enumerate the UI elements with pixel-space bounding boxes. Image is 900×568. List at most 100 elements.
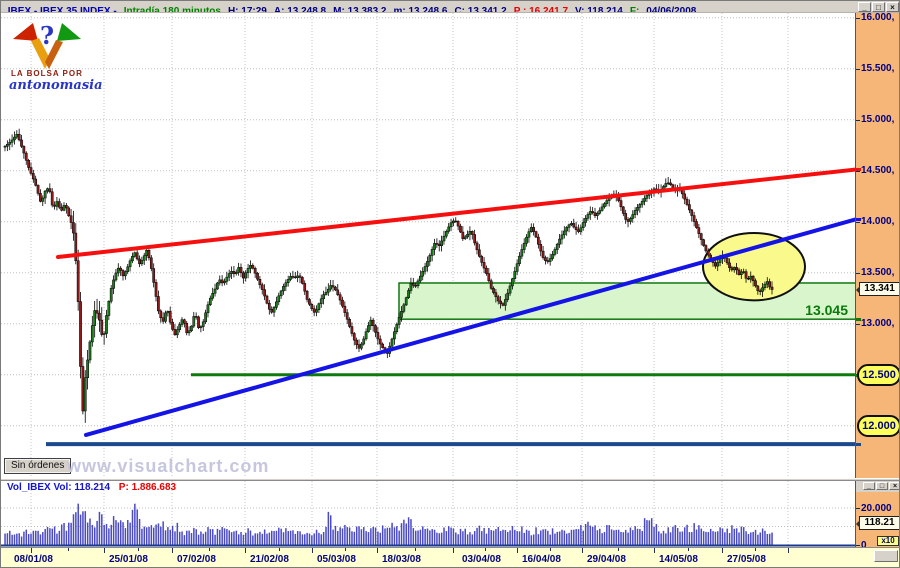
date-minor-tick (618, 548, 619, 551)
price-tick-label: 13.000, (861, 317, 895, 329)
date-tick-label: 18/03/08 (382, 554, 421, 565)
date-minor-tick (485, 548, 486, 551)
title-bar: .IBEX - IBEX 35 INDEX - Intradía 180 minu… (1, 1, 899, 13)
title-segment: 04/06/2008 (646, 6, 697, 13)
date-tick-label: 21/02/08 (250, 554, 289, 565)
date-tick-label: 03/04/08 (462, 554, 501, 565)
date-tick-label: 08/01/08 (14, 554, 53, 565)
volume-extra-label: P: 1.886.683 (118, 482, 177, 493)
date-tick-label: 25/01/08 (109, 554, 148, 565)
date-axis[interactable]: 08/01/08 25/01/08 07/02/08 21/02/08 05/03/08… (1, 547, 899, 567)
price-tick (856, 17, 860, 19)
date-minor-tick (344, 548, 346, 551)
title-segment: Intradía 180 minutos (123, 6, 221, 13)
date-tick (453, 548, 454, 553)
date-tick-label: 29/04/08 (587, 554, 626, 565)
volume-current-box: 118.21 (856, 516, 899, 531)
resistance-trendline (56, 167, 855, 259)
price-tick-label: 15.000, (861, 113, 895, 125)
price-badge: 12.500 (857, 363, 899, 386)
volume-label: Vol_IBEX Vol: 118.214 (7, 482, 111, 493)
volume-chart[interactable] (1, 481, 855, 547)
title-segment: V: 118.214 (575, 6, 623, 13)
date-tick (582, 548, 583, 553)
minimize-button[interactable]: _ (858, 2, 871, 12)
date-tick (312, 548, 313, 553)
volume-bars (4, 503, 773, 545)
volume-header: Vol_IBEX Vol: 118.214 P: 1.886.683 (7, 482, 176, 493)
date-minor-tick (755, 548, 756, 551)
axis-edge-marker (856, 168, 861, 172)
price-chart-pane[interactable]: 13.045 ? LA BOLSA POR antonomasia Sin ór… (1, 13, 855, 478)
date-tick-label: 16/04/08 (522, 554, 561, 565)
minimize-button[interactable]: _ (863, 482, 875, 490)
highlight-ellipse (702, 232, 806, 302)
date-minor-tick (688, 548, 689, 551)
date-tick (104, 548, 105, 553)
date-tick (31, 548, 32, 553)
date-minor-tick (138, 548, 139, 551)
date-tick (788, 548, 789, 553)
date-tick (245, 548, 246, 553)
volume-tick-label: 20.000 (861, 503, 892, 514)
maximize-button[interactable]: □ (876, 482, 888, 490)
scroll-corner-widget[interactable] (874, 550, 898, 562)
date-minor-tick (208, 548, 210, 551)
pane-splitter[interactable] (1, 478, 899, 481)
date-minor-tick (415, 548, 416, 551)
axis-edge-marker (856, 318, 861, 322)
title-segment: m: 13.248,6 (393, 6, 448, 13)
title-segment: H: 17:29 (227, 6, 267, 13)
volume-window-controls: _ □ × (856, 481, 899, 492)
price-tick-label: 14.500, (861, 164, 895, 176)
price-badge: 12.000 (857, 414, 899, 437)
price-axis[interactable]: 16.000, 15.500, 15.000, 14.500, 14.000, 13.50… (855, 13, 899, 478)
date-tick-label: 27/05/08 (727, 554, 766, 565)
price-tick-label: 16.000, (861, 13, 895, 23)
date-minor-tick (549, 548, 551, 551)
price-tick (856, 68, 860, 70)
date-tick-label: 05/03/08 (317, 554, 356, 565)
price-gridlines (1, 17, 855, 427)
price-tick (856, 272, 860, 274)
candlestick-chart[interactable]: 13.045 (1, 13, 855, 478)
price-tick (856, 119, 860, 121)
date-tick (722, 548, 723, 553)
price-tick (856, 170, 860, 172)
volume-tick (856, 545, 860, 546)
volume-tick-label: 0 (861, 540, 867, 547)
candles (3, 128, 774, 423)
axis-edge-marker (856, 217, 861, 221)
maximize-button[interactable]: □ (872, 2, 885, 12)
price-tick (856, 323, 860, 325)
volume-axis[interactable]: _ □ × x10 20.000 0 118.21 (855, 481, 899, 547)
date-tick (517, 548, 518, 553)
last-price-box: 13.341 (856, 282, 899, 296)
close-button[interactable]: × (886, 2, 899, 12)
volume-box-arrow-icon (856, 520, 860, 529)
title-segment: F: (629, 6, 640, 13)
window-controls: _ □ × (858, 2, 899, 12)
axis-edge-marker (856, 443, 861, 447)
title-segment: A: 13.248,8 (273, 6, 327, 13)
date-minor-tick (67, 548, 69, 551)
title-segment: C: 13.341,2 (454, 6, 507, 13)
chart-title: .IBEX - IBEX 35 INDEX - Intradía 180 minu… (5, 1, 703, 13)
volume-pane[interactable]: Vol_IBEX Vol: 118.214 P: 1.886.683 (1, 481, 855, 547)
sin-ordenes-button[interactable]: Sin órdenes (4, 458, 72, 474)
support-trendline (84, 217, 855, 437)
date-minor-tick (278, 548, 280, 551)
close-button[interactable]: × (889, 482, 899, 490)
volume-scale-badge: x10 (877, 536, 899, 546)
date-tick (654, 548, 655, 553)
title-segment: M: 13.383,2 (333, 6, 387, 13)
title-segment: P : 16.241,7 (513, 6, 569, 13)
date-tick-label: 07/02/08 (177, 554, 216, 565)
price-tick-label: 15.500, (861, 62, 895, 74)
date-tick (377, 548, 378, 553)
title-segment: .IBEX - IBEX 35 INDEX - (5, 6, 117, 13)
zone-price-label: 13.045 (805, 302, 848, 318)
date-tick-label: 14/05/08 (659, 554, 698, 565)
visualchart-watermark: www.visualchart.com (67, 456, 270, 476)
